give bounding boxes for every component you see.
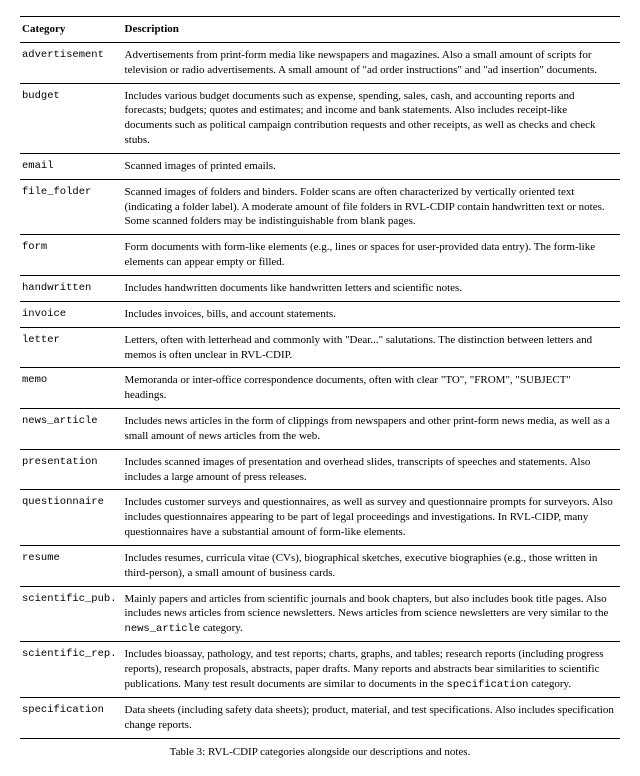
cell-description: Scanned images of folders and binders. F… bbox=[123, 179, 620, 235]
table-row: file_folderScanned images of folders and… bbox=[20, 179, 620, 235]
col-header-description: Description bbox=[123, 17, 620, 43]
cell-category: resume bbox=[20, 545, 123, 586]
desc-text: Mainly papers and articles from scientif… bbox=[125, 593, 609, 620]
desc-text: category. bbox=[528, 678, 571, 690]
table-caption: Table 3: RVL-CDIP categories alongside o… bbox=[20, 745, 620, 760]
cell-category: questionnaire bbox=[20, 490, 123, 546]
cell-description: Mainly papers and articles from scientif… bbox=[123, 586, 620, 642]
table-row: specificationData sheets (including safe… bbox=[20, 698, 620, 739]
table-row: budgetIncludes various budget documents … bbox=[20, 83, 620, 153]
cell-description: Advertisements from print-form media lik… bbox=[123, 42, 620, 83]
cell-description: Includes news articles in the form of cl… bbox=[123, 409, 620, 450]
inline-mono: news_article bbox=[125, 623, 201, 635]
cell-category: specification bbox=[20, 698, 123, 739]
cell-description: Form documents with form-like elements (… bbox=[123, 235, 620, 276]
table-row: letterLetters, often with letterhead and… bbox=[20, 327, 620, 368]
table-row: news_articleIncludes news articles in th… bbox=[20, 409, 620, 450]
cell-category: file_folder bbox=[20, 179, 123, 235]
table-row: presentationIncludes scanned images of p… bbox=[20, 449, 620, 490]
cell-description: Memoranda or inter-office correspondence… bbox=[123, 368, 620, 409]
cell-description: Scanned images of printed emails. bbox=[123, 153, 620, 179]
cell-category: presentation bbox=[20, 449, 123, 490]
cell-category: handwritten bbox=[20, 275, 123, 301]
table-row: scientific_pub. Mainly papers and articl… bbox=[20, 586, 620, 642]
table-row: formForm documents with form-like elemen… bbox=[20, 235, 620, 276]
cell-description: Data sheets (including safety data sheet… bbox=[123, 698, 620, 739]
cell-description: Includes various budget documents such a… bbox=[123, 83, 620, 153]
table-row: emailScanned images of printed emails. bbox=[20, 153, 620, 179]
cell-description: Includes resumes, curricula vitae (CVs),… bbox=[123, 545, 620, 586]
cell-description: Includes invoices, bills, and account st… bbox=[123, 301, 620, 327]
table-row: questionnaireIncludes customer surveys a… bbox=[20, 490, 620, 546]
cell-category: budget bbox=[20, 83, 123, 153]
cell-category: news_article bbox=[20, 409, 123, 450]
cell-description: Letters, often with letterhead and commo… bbox=[123, 327, 620, 368]
cell-category: scientific_rep. bbox=[20, 642, 123, 698]
cell-category: scientific_pub. bbox=[20, 586, 123, 642]
cell-description: Includes customer surveys and questionna… bbox=[123, 490, 620, 546]
cell-description: Includes scanned images of presentation … bbox=[123, 449, 620, 490]
cell-category: letter bbox=[20, 327, 123, 368]
table-row: advertisementAdvertisements from print-f… bbox=[20, 42, 620, 83]
table-row: scientific_rep. Includes bioassay, patho… bbox=[20, 642, 620, 698]
table-row: memoMemoranda or inter-office correspond… bbox=[20, 368, 620, 409]
cell-category: form bbox=[20, 235, 123, 276]
categories-table: Category Description advertisementAdvert… bbox=[20, 16, 620, 739]
desc-text: category. bbox=[200, 622, 243, 634]
cell-category: email bbox=[20, 153, 123, 179]
cell-category: invoice bbox=[20, 301, 123, 327]
col-header-category: Category bbox=[20, 17, 123, 43]
table-row: handwrittenIncludes handwritten document… bbox=[20, 275, 620, 301]
table-row: resumeIncludes resumes, curricula vitae … bbox=[20, 545, 620, 586]
cell-category: advertisement bbox=[20, 42, 123, 83]
cell-category: memo bbox=[20, 368, 123, 409]
cell-description: Includes bioassay, pathology, and test r… bbox=[123, 642, 620, 698]
table-row: invoiceIncludes invoices, bills, and acc… bbox=[20, 301, 620, 327]
inline-mono: specification bbox=[447, 679, 529, 691]
cell-description: Includes handwritten documents like hand… bbox=[123, 275, 620, 301]
